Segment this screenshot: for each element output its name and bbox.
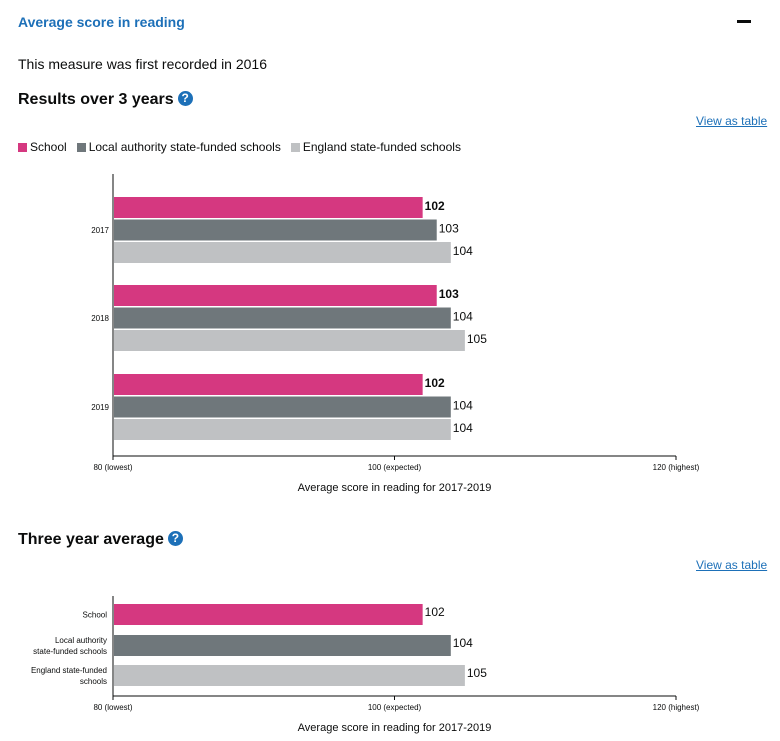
y-category-label: 2019 [91,403,109,412]
data-label-school: 102 [425,199,445,213]
bar-school [114,197,423,218]
data-label-local-authority: 103 [439,222,459,236]
data-label-england: 104 [453,244,473,258]
data-label-school: 102 [425,376,445,390]
view-as-table-link[interactable]: View as table [696,114,768,128]
legend-swatch-england [290,142,300,152]
x-tick-label: 120 (highest) [653,703,700,712]
data-label-local-authority: 104 [453,636,473,650]
data-label-school: 102 [425,605,445,619]
y-category-label: 2017 [91,226,109,235]
bar-england [114,330,465,351]
bar-england [114,419,451,440]
chart-legend: School Local authority state-funded scho… [18,140,461,154]
y-category-label: England state-funded [31,666,107,675]
section-title[interactable]: Average score in reading [18,14,185,30]
data-label-england: 105 [467,332,487,346]
legend-swatch-local-authority [76,142,86,152]
three-year-average-heading-text: Three year average [18,531,164,548]
bar-local-authority [114,219,437,241]
collapse-icon[interactable] [737,20,751,23]
data-label-local-authority: 104 [453,310,473,324]
bar-local-authority [114,396,451,418]
legend-label-england: England state-funded schools [302,140,461,154]
legend-label-school: School [30,140,67,154]
x-tick-label: 80 (lowest) [93,463,132,472]
data-label-england: 105 [467,666,487,680]
x-tick-label: 100 (expected) [368,463,422,472]
y-category-label: state-funded schools [33,647,107,656]
results-heading-text: Results over 3 years [18,91,174,108]
bar-england [114,242,451,263]
x-tick-label: 120 (highest) [653,463,700,472]
bar-school [114,285,437,306]
legend-swatch-school [18,142,27,152]
data-label-england: 104 [453,421,473,435]
y-category-label: 2018 [91,314,109,323]
first-recorded-text: This measure was first recorded in 2016 [18,56,267,72]
x-axis-title: Average score in reading for 2017-2019 [298,482,492,494]
bar-local-authority [114,635,451,656]
legend-item-england: England state-funded schools [290,140,461,154]
view-as-table-link[interactable]: View as table [696,558,768,572]
results-heading: Results over 3 years? [18,91,193,109]
bar-local-authority [114,307,451,329]
help-icon[interactable]: ? [167,531,183,546]
bar-school [114,374,423,395]
y-category-label: School [83,611,108,620]
y-category-label: Local authority [55,636,107,645]
legend-item-school: School [18,140,67,154]
three-year-average-heading: Three year average? [18,531,183,549]
bar-school [114,604,423,625]
help-icon[interactable]: ? [177,91,193,106]
y-category-label: schools [80,677,107,686]
legend-item-local-authority: Local authority state-funded schools [76,140,281,154]
data-label-local-authority: 104 [453,399,473,413]
bar-england [114,665,465,686]
x-tick-label: 80 (lowest) [93,703,132,712]
legend-label-local-authority: Local authority state-funded schools [88,140,281,154]
x-tick-label: 100 (expected) [368,703,422,712]
x-axis-title: Average score in reading for 2017-2019 [298,722,492,734]
data-label-school: 103 [439,287,459,301]
